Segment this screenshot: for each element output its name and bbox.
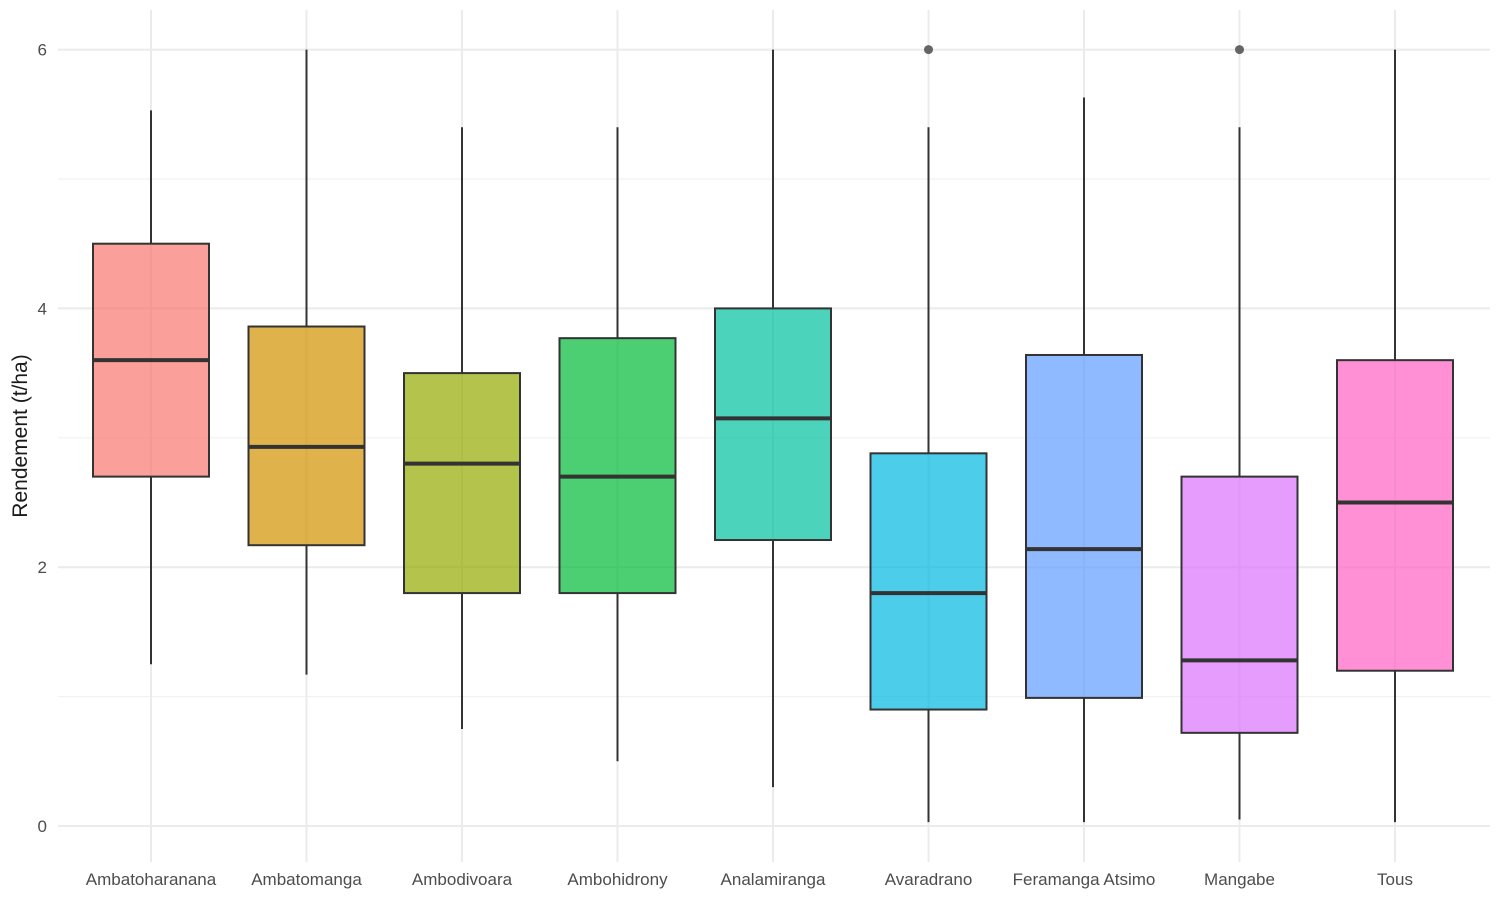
x-axis-ticks: Ambatoharanana Ambatomanga Ambodivoara Ambo… xyxy=(86,870,1413,889)
box-tous xyxy=(1336,49,1454,823)
x-tick-label: Ambatomanga xyxy=(251,870,362,889)
box-iqr xyxy=(1025,353,1143,699)
y-axis-title: Rendement (t/ha) xyxy=(9,354,32,517)
box-iqr xyxy=(1180,475,1299,734)
outlier-point xyxy=(1235,45,1244,55)
box-iqr xyxy=(1336,359,1454,672)
y-tick-label: 2 xyxy=(38,558,47,577)
x-tick-label: Analamiranga xyxy=(721,870,826,889)
x-tick-label: Ambodivoara xyxy=(412,870,513,889)
box-ambatoharanana xyxy=(92,110,210,665)
box-iqr xyxy=(714,307,832,542)
x-tick-label: Tous xyxy=(1377,870,1413,889)
box-feramanga-atsimo xyxy=(1025,97,1143,823)
box-iqr xyxy=(403,372,521,595)
y-axis-ticks: 0 2 4 6 xyxy=(38,41,47,836)
y-tick-label: 6 xyxy=(38,41,47,60)
x-tick-label: Avaradrano xyxy=(885,870,973,889)
x-tick-label: Feramanga Atsimo xyxy=(1013,870,1156,889)
box-iqr xyxy=(247,325,366,547)
y-tick-label: 0 xyxy=(38,817,47,836)
outlier-point xyxy=(924,45,933,55)
box-analamiranga xyxy=(714,49,832,788)
box-ambodivoara xyxy=(403,127,521,729)
box-ambohidrony xyxy=(558,127,677,762)
box-iqr xyxy=(869,452,988,711)
x-tick-label: Ambohidrony xyxy=(567,870,668,889)
x-tick-label: Mangabe xyxy=(1204,870,1275,889)
y-tick-label: 4 xyxy=(38,299,47,318)
box-avaradrano xyxy=(869,45,988,823)
boxes-layer xyxy=(92,45,1454,823)
x-tick-label: Ambatoharanana xyxy=(86,870,217,889)
box-ambatomanga xyxy=(247,49,366,675)
box-iqr xyxy=(558,337,677,595)
box-mangabe xyxy=(1180,45,1299,820)
